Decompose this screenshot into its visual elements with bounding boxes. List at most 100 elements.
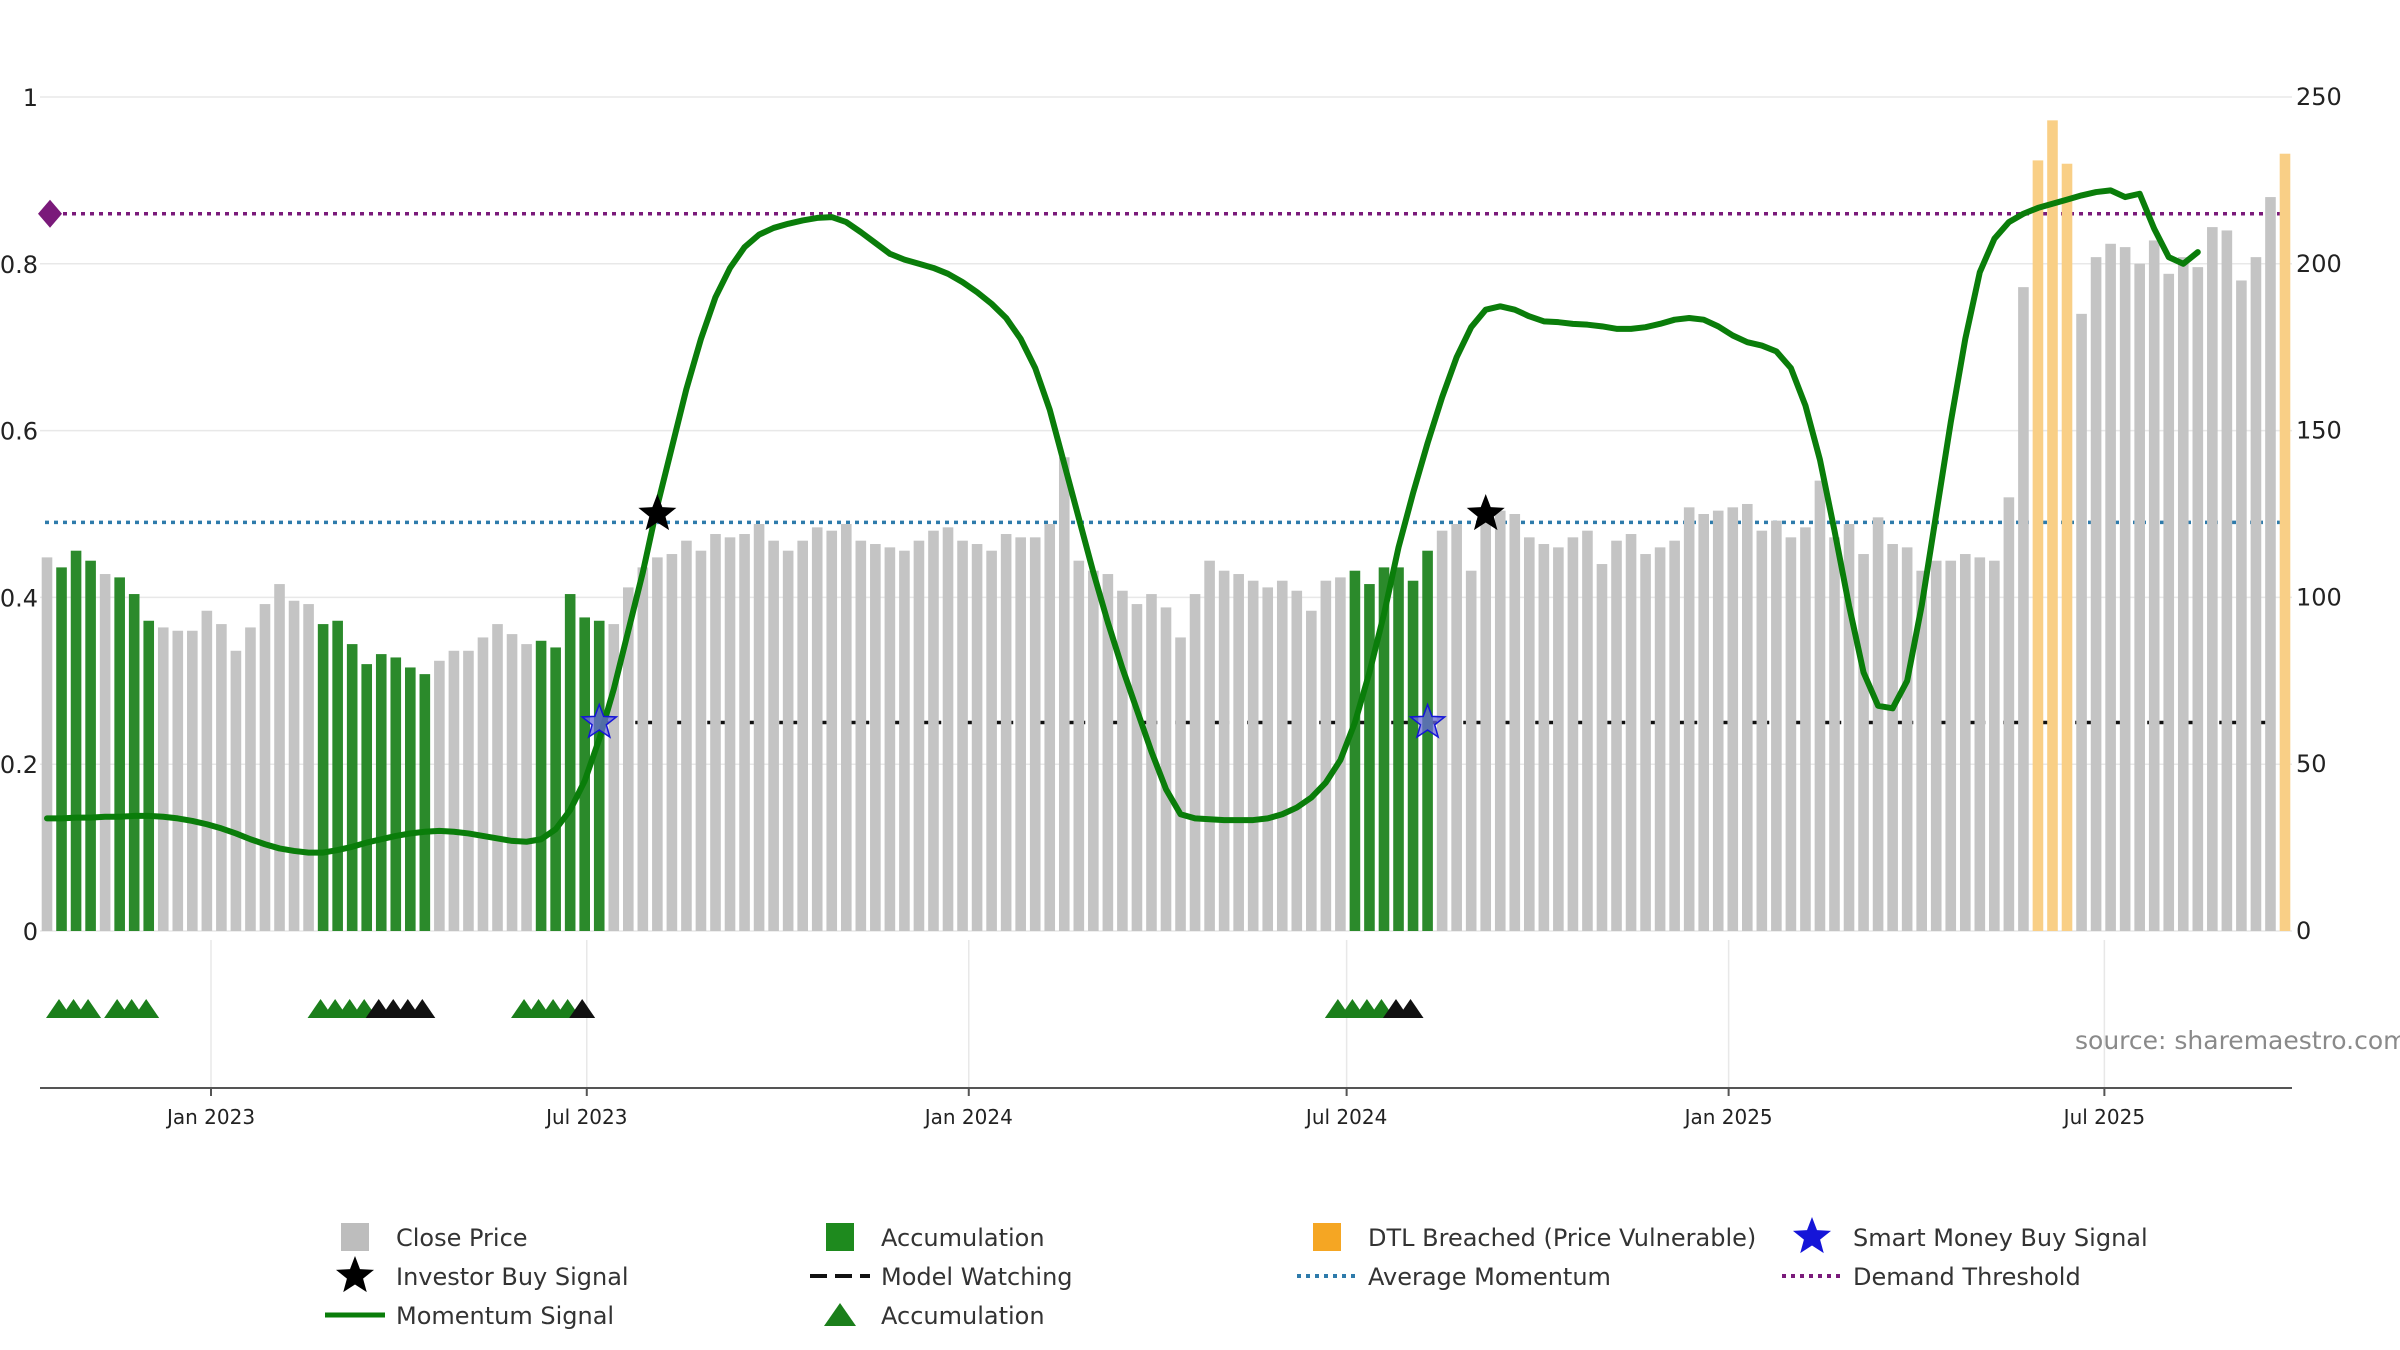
close-price-bar [1916, 570, 1927, 931]
legend-label: Accumulation [881, 1302, 1045, 1330]
accumulation-bar [405, 667, 416, 931]
accumulation-bar [346, 644, 358, 931]
dtl-breached-bar [2032, 160, 2044, 931]
close-price-bar [797, 540, 808, 931]
close-price-bar [1029, 537, 1041, 931]
left-y-tick-label: 0.2 [0, 751, 38, 779]
close-price-bar [1480, 517, 1492, 931]
axes: 0 0.2 0.4 0.6 0.8 1 0 50 100 150 200 250 Jan 2023 Jul… [0, 83, 2342, 1129]
close-price-bar [1887, 544, 1898, 931]
x-tick-label: Jul 2023 [544, 1105, 627, 1129]
close-price-bar [899, 550, 910, 931]
accumulation-bar [375, 654, 387, 931]
legend-item-model-watching: Model Watching [810, 1263, 1073, 1291]
dtl-breached-bar [2061, 163, 2073, 932]
accumulation-bar [390, 657, 402, 931]
close-price-bar [1000, 534, 1012, 931]
legend-label: Average Momentum [1368, 1263, 1611, 1291]
close-price-bar [2003, 497, 2015, 931]
right-y-tick-label: 50 [2296, 750, 2327, 778]
close-price-bar [1567, 537, 1579, 931]
close-price-bar [1175, 637, 1186, 931]
investor-buy-signal [638, 494, 677, 531]
legend-swatch [1313, 1223, 1341, 1251]
close-price-bar [1146, 594, 1157, 931]
close-price-bar [1509, 514, 1521, 931]
close-price-bar [608, 624, 620, 931]
right-y-tick-label: 250 [2296, 83, 2342, 111]
signal-markers [38, 199, 1505, 739]
close-price-bar [1044, 524, 1056, 931]
close-price-bar [230, 650, 242, 931]
close-price-bar [1451, 524, 1462, 931]
close-price-bar [1073, 560, 1085, 931]
close-price-bar [1306, 610, 1317, 931]
close-price-bar [855, 540, 867, 931]
close-price-bar [2134, 263, 2145, 931]
smart-money-buy-signal [1408, 702, 1447, 739]
accumulation-bar [332, 620, 343, 931]
x-tick-label: Jan 2023 [165, 1105, 255, 1129]
close-price-bar [1654, 547, 1666, 931]
left-y-tick-label: 0.6 [0, 418, 38, 446]
accumulation-triangle [569, 999, 596, 1018]
accumulation-bar [143, 620, 155, 931]
close-price-bar [1625, 534, 1637, 931]
close-price-bar [1596, 564, 1608, 931]
close-price-bar [477, 637, 489, 931]
accumulation-bar [361, 664, 373, 931]
momentum-signal-line [44, 187, 2201, 856]
close-price-bar [521, 644, 532, 931]
close-price-bar [2105, 243, 2116, 931]
accumulation-triangle [1397, 999, 1424, 1018]
close-price-bar [1611, 540, 1622, 931]
close-price-bar [637, 567, 649, 931]
legend-label: Accumulation [881, 1224, 1045, 1252]
legend-label: Momentum Signal [396, 1302, 614, 1330]
x-tick-label: Jul 2024 [1304, 1105, 1387, 1129]
legend-label: DTL Breached (Price Vulnerable) [1368, 1224, 1756, 1252]
legend-item-investor-buy: Investor Buy Signal [335, 1256, 629, 1293]
close-price-bar [2076, 313, 2087, 932]
close-price-bar [2177, 257, 2189, 931]
close-price-bar [1698, 514, 1709, 931]
close-price-bar [1015, 537, 1026, 931]
source-label: source: sharemaestro.com [2075, 1026, 2400, 1055]
close-price-bar [288, 600, 300, 931]
accumulation-bar [1349, 570, 1361, 931]
close-price-bar [1669, 540, 1680, 931]
close-price-bar [1524, 537, 1535, 931]
investor-buy-signal [1466, 494, 1505, 531]
price-bars [41, 120, 2291, 932]
close-price-bar [1102, 574, 1114, 931]
close-price-bar [2018, 287, 2029, 931]
close-price-bar [1712, 510, 1724, 931]
close-price-bar [695, 550, 707, 931]
close-price-bar [1291, 590, 1303, 931]
close-price-bar [768, 540, 779, 931]
close-price-bar [2192, 267, 2204, 931]
close-price-bar [463, 650, 474, 931]
accumulation-bar [1407, 580, 1419, 931]
close-price-bar [2250, 257, 2262, 931]
close-price-bar [2090, 257, 2102, 931]
accumulation-bar [1364, 584, 1375, 931]
accumulation-bar [317, 624, 329, 931]
close-price-bar [41, 557, 53, 931]
accumulation-triangle [409, 999, 436, 1018]
legend: Close Price Accumulation DTL Breached (Pri… [325, 1217, 2148, 1330]
close-price-bar [710, 534, 721, 931]
close-price-bar [1756, 530, 1768, 931]
close-price-bar [448, 650, 460, 931]
close-price-bar [1088, 570, 1099, 931]
close-price-bar [506, 634, 518, 931]
close-price-bar [1262, 587, 1274, 931]
close-price-bar [1160, 607, 1172, 931]
close-price-bar [957, 540, 968, 931]
close-price-bar [826, 530, 838, 931]
close-price-bar [172, 630, 184, 931]
close-price-bar [201, 610, 213, 931]
demand-threshold-marker [38, 199, 62, 228]
accumulation-bar [70, 550, 82, 931]
